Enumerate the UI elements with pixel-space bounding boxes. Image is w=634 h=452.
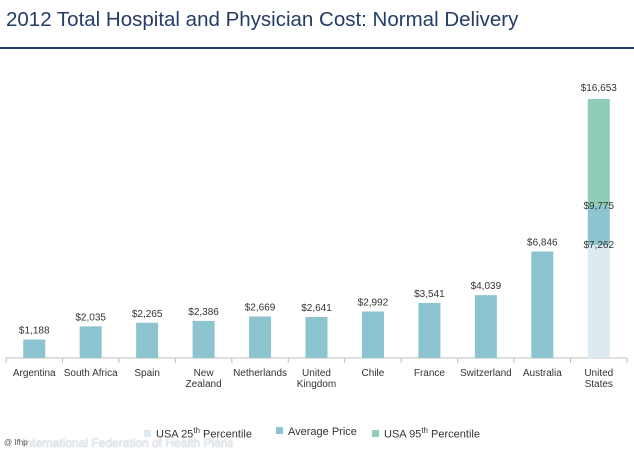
data-label-argentina: $1,188 (19, 326, 50, 337)
x-tick-label-united-kingdom: Kingdom (297, 379, 336, 390)
bar-united-kingdom (305, 316, 328, 358)
bar-australia (531, 251, 554, 358)
bar-argentina (23, 339, 46, 358)
source-text: International Federation of Health Plans (22, 436, 234, 450)
legend-swatch-95th (372, 429, 379, 437)
x-tick-label-united-kingdom: United (302, 368, 331, 379)
bar-usa-95th-percentile (587, 99, 610, 206)
title-divider (0, 47, 634, 49)
x-tick-label-france: France (414, 368, 446, 379)
x-tick-label-united-states: United (584, 368, 613, 379)
legend-usa-95th-percentile: USA 95th Percentile (372, 426, 480, 441)
data-label-usa-25th: $7,262 (583, 240, 614, 251)
legend-usa-25th-percentile: USA 25th Percentile (144, 426, 252, 441)
x-tick-label-argentina: Argentina (13, 368, 56, 379)
bar-switzerland (474, 295, 497, 358)
data-label-south africa: $2,035 (75, 312, 106, 323)
data-label-australia: $6,846 (527, 238, 558, 249)
bar-usa-average-price (587, 205, 610, 246)
data-label-united-kingdom: $2,641 (301, 303, 332, 314)
data-label-new-zealand: $2,386 (188, 307, 219, 318)
data-label-switzerland: $4,039 (471, 281, 502, 292)
source-watermark: International Federation of Health Plans (4, 436, 233, 450)
x-tick-label-switzerland: Switzerland (460, 368, 512, 379)
legend-swatch-average (276, 427, 283, 434)
bar-netherlands (249, 316, 272, 358)
bar-france (418, 302, 441, 358)
data-label-usa-average: $9,775 (583, 201, 614, 212)
x-tick-label-netherlands: Netherlands (233, 368, 287, 379)
legend-average-price: Average Price (276, 426, 357, 440)
data-label-netherlands: $2,669 (245, 302, 276, 313)
data-label-france: $3,541 (414, 289, 445, 300)
bar-spain (136, 322, 159, 358)
x-tick-label-spain: Spain (134, 368, 160, 379)
x-tick-label-south africa: South Africa (64, 368, 118, 379)
x-tick-label-australia: Australia (523, 368, 562, 379)
chart-title: 2012 Total Hospital and Physician Cost: … (6, 8, 519, 31)
x-tick-label-new-zealand: New (194, 368, 215, 379)
x-tick-label-united-states: States (585, 379, 613, 390)
x-tick-label-new-zealand: Zealand (186, 379, 222, 390)
data-label-usa-95th: $16,653 (581, 83, 618, 94)
bar-chile (361, 311, 384, 358)
ifhp-logo: @ Ifhp (4, 438, 28, 447)
bar-usa-25th-percentile (587, 245, 610, 358)
bar-south africa (79, 326, 102, 358)
legend-swatch-25th (144, 429, 151, 437)
data-label-spain: $2,265 (132, 309, 163, 320)
data-label-chile: $2,992 (358, 297, 389, 308)
bar-new-zealand (192, 320, 215, 358)
x-tick-label-chile: Chile (362, 368, 385, 379)
